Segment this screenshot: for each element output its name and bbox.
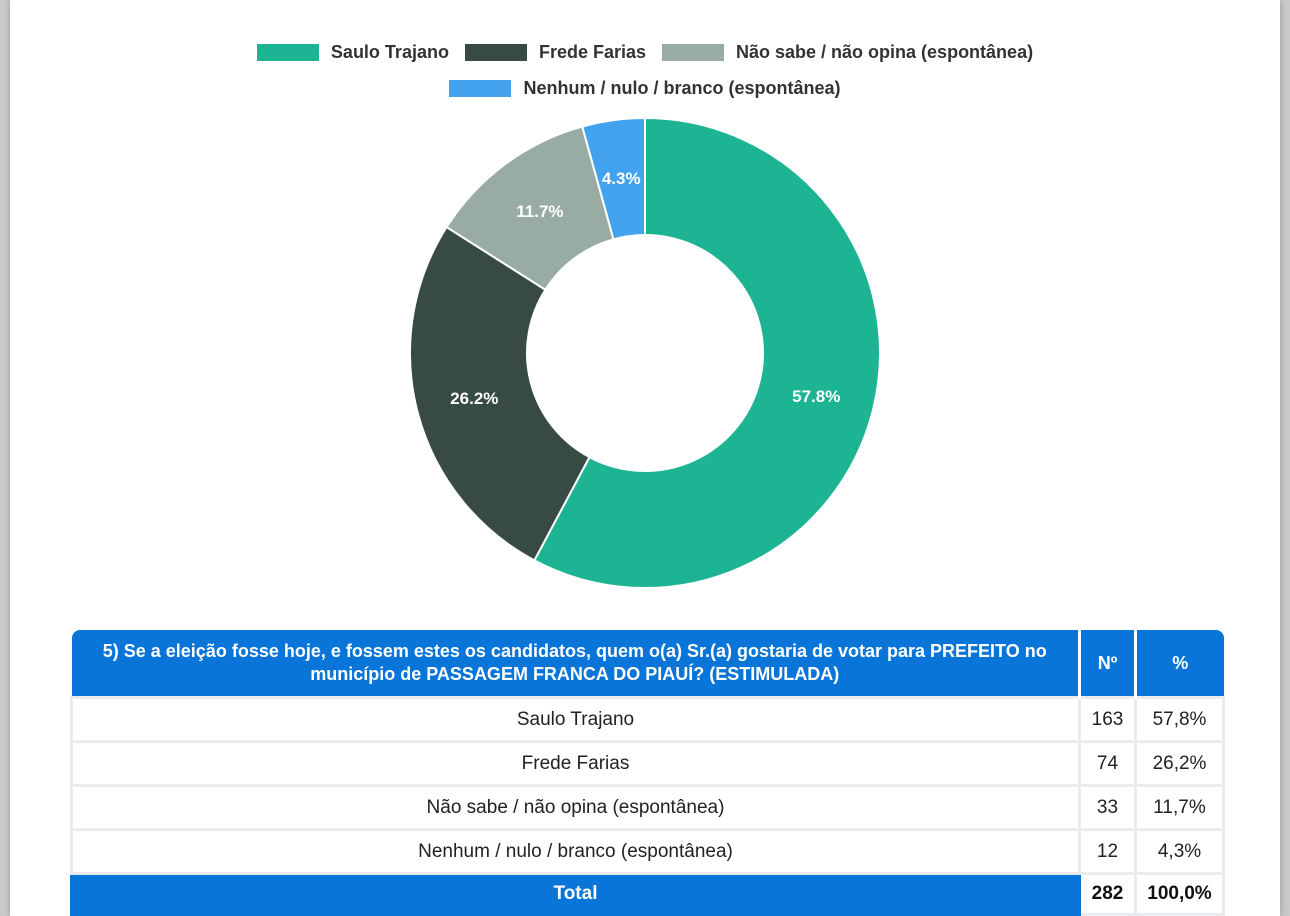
- row-label: Não sabe / não opina (espontânea): [70, 784, 1081, 831]
- row-label: Nenhum / nulo / branco (espontânea): [70, 828, 1081, 875]
- data-label-saulo: 57.8%: [792, 387, 840, 406]
- row-label: Saulo Trajano: [70, 696, 1081, 743]
- legend-item-nenhum[interactable]: Nenhum / nulo / branco (espontânea): [449, 78, 841, 99]
- table-header-row: 5) Se a eleição fosse hoje, e fossem est…: [71, 630, 1224, 698]
- data-label-frede: 26.2%: [450, 389, 498, 408]
- row-percent: 11,7%: [1134, 784, 1225, 831]
- table-row: Saulo Trajano 163 57,8%: [70, 696, 1225, 743]
- legend-item-saulo[interactable]: Saulo Trajano: [256, 42, 449, 63]
- chart-legend-row-2: Nenhum / nulo / branco (espontânea): [10, 78, 1280, 99]
- legend-swatch-nao-sabe: [662, 44, 725, 61]
- data-label-nenhum: 4.3%: [602, 169, 641, 188]
- legend-swatch-frede: [464, 44, 527, 61]
- legend-swatch-saulo: [256, 44, 319, 61]
- legend-swatch-nenhum: [449, 80, 512, 97]
- row-count: 163: [1078, 696, 1137, 743]
- total-count: 282: [1078, 872, 1137, 916]
- table-row: Frede Farias 74 26,2%: [70, 740, 1225, 787]
- total-percent: 100,0%: [1134, 872, 1225, 916]
- legend-label-nao-sabe: Não sabe / não opina (espontânea): [736, 42, 1034, 62]
- donut-slice-saulo[interactable]: [533, 116, 882, 589]
- table-row: Não sabe / não opina (espontânea) 33 11,…: [70, 784, 1225, 831]
- total-row: Total 282 100,0%: [70, 872, 1225, 916]
- question-header: 5) Se a eleição fosse hoje, e fossem est…: [71, 630, 1081, 698]
- row-count: 33: [1078, 784, 1137, 831]
- row-count: 74: [1078, 740, 1137, 787]
- legend-label-nenhum: Nenhum / nulo / branco (espontânea): [523, 78, 841, 98]
- row-label: Frede Farias: [70, 740, 1081, 787]
- data-label-nao-sabe: 11.7%: [516, 202, 563, 221]
- row-percent: 57,8%: [1134, 696, 1225, 743]
- total-label: Total: [70, 872, 1081, 916]
- results-table: 5) Se a eleição fosse hoje, e fossem est…: [70, 630, 1225, 916]
- chart-legend: Saulo Trajano Frede Farias Não sabe / nã…: [10, 42, 1280, 63]
- percent-header: %: [1135, 630, 1224, 698]
- donut-slice-nenhum[interactable]: [581, 116, 646, 241]
- row-percent: 4,3%: [1134, 828, 1225, 875]
- row-count: 12: [1078, 828, 1137, 875]
- legend-label-frede: Frede Farias: [538, 42, 647, 62]
- legend-item-nao-sabe[interactable]: Não sabe / não opina (espontânea): [662, 42, 1033, 63]
- table-row: Nenhum / nulo / branco (espontânea) 12 4…: [70, 828, 1225, 875]
- donut-slice-frede[interactable]: [409, 225, 591, 562]
- report-page: Saulo Trajano Frede Farias Não sabe / nã…: [10, 0, 1280, 916]
- legend-item-frede[interactable]: Frede Farias: [464, 42, 647, 63]
- row-percent: 26,2%: [1134, 740, 1225, 787]
- donut-chart: 57.8% 26.2% 11.7% 4.3%: [409, 116, 882, 589]
- legend-label-saulo: Saulo Trajano: [330, 42, 449, 62]
- count-header: Nº: [1079, 630, 1137, 698]
